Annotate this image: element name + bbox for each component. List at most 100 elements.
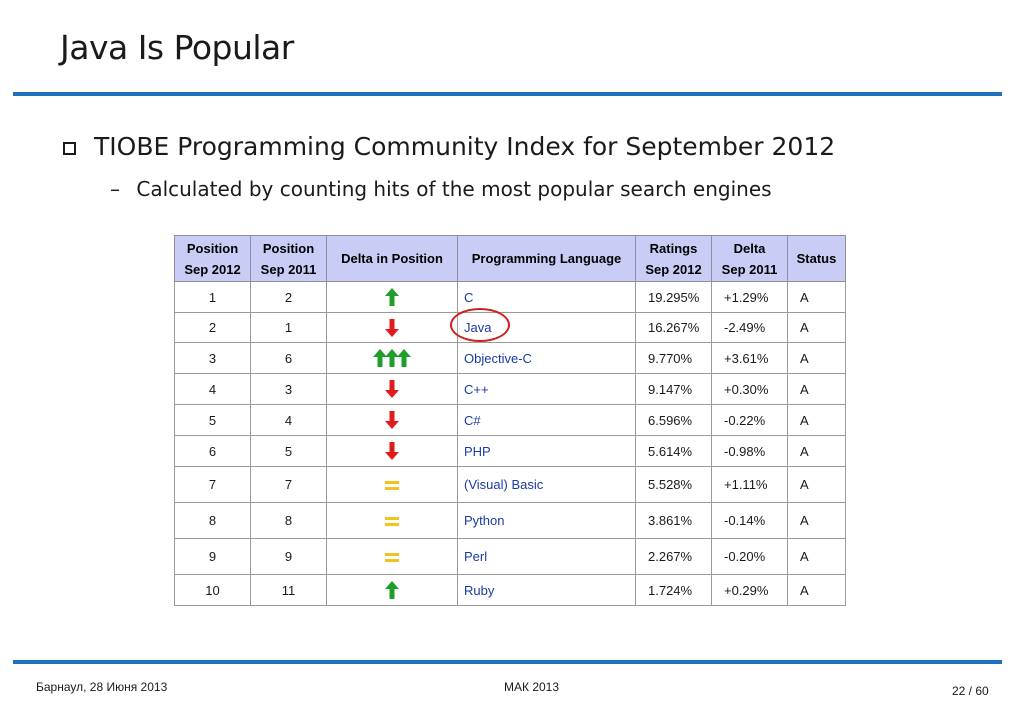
equal-icon	[385, 553, 399, 563]
table-row: 5 4 C# 6.596% -0.22% A	[174, 404, 846, 436]
language-label: C	[464, 289, 474, 305]
bullet-sub-text: Calculated by counting hits of the most …	[136, 177, 772, 201]
delta-cell	[326, 574, 458, 606]
column-header: Status	[787, 235, 846, 282]
pos2012-cell: 6	[174, 435, 251, 467]
language-cell: Perl	[457, 538, 636, 575]
status-cell: A	[787, 435, 846, 467]
pos2011-cell: 9	[250, 538, 327, 575]
change-cell: -0.14%	[711, 502, 788, 539]
pos2011-cell: 5	[250, 435, 327, 467]
language-cell: C++	[457, 373, 636, 405]
slide-title: Java Is Popular	[60, 28, 294, 67]
pos2011-cell: 1	[250, 312, 327, 343]
change-cell: -0.20%	[711, 538, 788, 575]
pos2011-cell: 3	[250, 373, 327, 405]
change-cell: +0.29%	[711, 574, 788, 606]
status-cell: A	[787, 373, 846, 405]
change-cell: +0.30%	[711, 373, 788, 405]
language-cell: Java	[450, 308, 636, 343]
status-cell: A	[787, 281, 846, 313]
language-name[interactable]: C++	[464, 382, 489, 397]
delta-cell	[326, 404, 458, 436]
language-name[interactable]: Python	[464, 513, 504, 528]
column-header: Programming Language	[457, 235, 636, 282]
arrow-up-icon	[385, 349, 399, 367]
language-cell: PHP	[457, 435, 636, 467]
equal-icon	[385, 481, 399, 491]
highlight-circle	[450, 308, 510, 342]
pos2012-cell: 5	[174, 404, 251, 436]
language-name[interactable]: C	[464, 290, 473, 305]
language-cell: Ruby	[457, 574, 636, 606]
page-number: 22 / 60	[952, 684, 989, 698]
language-label: C++	[464, 381, 489, 397]
table-body: 1 2 C 19.295% +1.29% A 2 1 Java 16.267% -2.49% A 3 6 O…	[174, 281, 846, 606]
column-header-line: Sep 2012	[184, 261, 241, 277]
change-cell: -0.98%	[711, 435, 788, 467]
language-label: C#	[464, 412, 481, 428]
pos2012-cell: 2	[174, 312, 251, 343]
pos2012-cell: 1	[174, 281, 251, 313]
bullet-sub: – Calculated by counting hits of the mos…	[110, 177, 772, 201]
delta-cell	[326, 342, 458, 374]
rating-cell: 5.528%	[635, 466, 712, 503]
language-cell: C#	[457, 404, 636, 436]
table-row: 10 11 Ruby 1.724% +0.29% A	[174, 574, 846, 606]
pos2012-cell: 3	[174, 342, 251, 374]
column-header-line: Ratings	[649, 240, 698, 256]
pos2011-cell: 8	[250, 502, 327, 539]
language-name[interactable]: PHP	[464, 444, 491, 459]
change-cell: +3.61%	[711, 342, 788, 374]
equal-icon	[385, 517, 399, 527]
table-row: 4 3 C++ 9.147% +0.30% A	[174, 373, 846, 405]
arrow-up-icon	[385, 581, 399, 599]
rating-cell: 5.614%	[635, 435, 712, 467]
pos2012-cell: 8	[174, 502, 251, 539]
rating-cell: 19.295%	[635, 281, 712, 313]
pos2012-cell: 10	[174, 574, 251, 606]
language-name[interactable]: (Visual) Basic	[464, 477, 543, 492]
column-header: Position Sep 2011	[250, 235, 327, 282]
table-row: 1 2 C 19.295% +1.29% A	[174, 281, 846, 313]
change-cell: +1.11%	[711, 466, 788, 503]
rating-cell: 1.724%	[635, 574, 712, 606]
language-label: Python	[464, 513, 505, 528]
pos2012-cell: 9	[174, 538, 251, 575]
dash-bullet-icon: –	[110, 177, 120, 201]
rating-cell: 9.770%	[635, 342, 712, 374]
language-cell: (Visual) Basic	[457, 466, 636, 503]
rating-cell: 16.267%	[635, 312, 712, 343]
change-cell: -0.22%	[711, 404, 788, 436]
table-row: 9 9 Perl 2.267% -0.20% A	[174, 538, 846, 575]
rating-cell: 9.147%	[635, 373, 712, 405]
column-header-line: Programming Language	[471, 251, 622, 266]
pos2011-cell: 11	[250, 574, 327, 606]
footer-event: МАК 2013	[504, 680, 560, 694]
arrow-up-icon	[373, 349, 387, 367]
checkbox-bullet-icon	[63, 142, 76, 155]
language-name[interactable]: Ruby	[464, 583, 494, 598]
column-header-line: Delta	[733, 240, 766, 256]
column-header: Ratings Sep 2012	[635, 235, 712, 282]
arrow-down-icon	[385, 411, 399, 429]
rating-cell: 3.861%	[635, 502, 712, 539]
language-name[interactable]: Objective-C	[464, 351, 532, 366]
language-label: (Visual) Basic	[464, 477, 544, 492]
language-name[interactable]: Java	[450, 308, 510, 342]
language-name[interactable]: Perl	[464, 549, 487, 564]
column-header-line: Sep 2011	[260, 261, 317, 277]
column-header-line: Sep 2011	[721, 261, 778, 277]
table-row: 2 1 Java 16.267% -2.49% A	[174, 308, 846, 343]
pos2011-cell: 4	[250, 404, 327, 436]
bullet-main-text: TIOBE Programming Community Index for Se…	[94, 132, 836, 161]
delta-cell	[326, 312, 458, 343]
rating-cell: 6.596%	[635, 404, 712, 436]
column-header-line: Position	[262, 240, 315, 256]
pos2011-cell: 6	[250, 342, 327, 374]
status-cell: A	[787, 538, 846, 575]
delta-cell	[326, 373, 458, 405]
language-name[interactable]: C#	[464, 413, 481, 428]
column-header: Position Sep 2012	[174, 235, 251, 282]
footer-location-date: Барнаул, 28 Июня 2013	[36, 680, 168, 694]
